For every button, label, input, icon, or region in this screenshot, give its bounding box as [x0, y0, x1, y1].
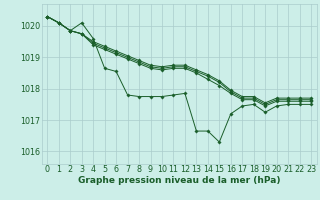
X-axis label: Graphe pression niveau de la mer (hPa): Graphe pression niveau de la mer (hPa) — [78, 176, 280, 185]
